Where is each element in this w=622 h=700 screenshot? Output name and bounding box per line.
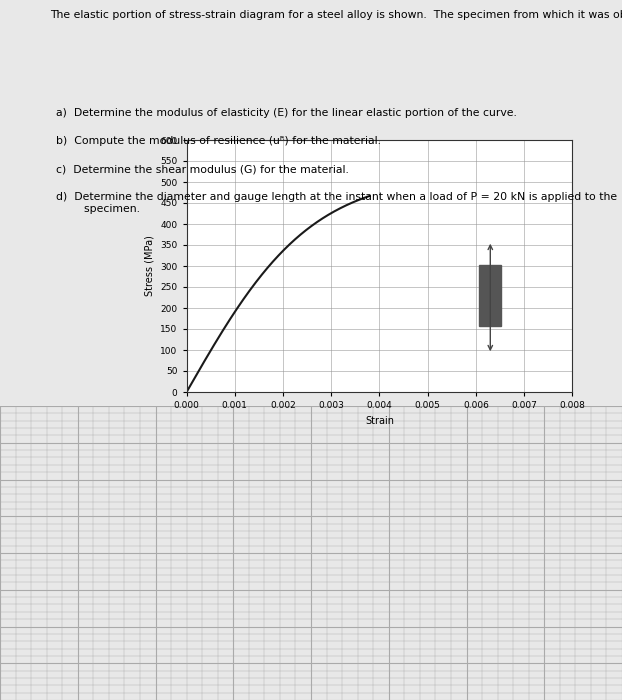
Text: d)  Determine the diameter and gauge length at the instant when a load of P = 20: d) Determine the diameter and gauge leng… bbox=[56, 193, 617, 214]
Text: b)  Compute the modulus of resilience (uᴿ) for the material.: b) Compute the modulus of resilience (uᴿ… bbox=[56, 136, 381, 146]
Y-axis label: Stress (MPa): Stress (MPa) bbox=[145, 236, 155, 296]
Text: The elastic portion of stress-strain diagram for a steel alloy is shown.  The sp: The elastic portion of stress-strain dia… bbox=[50, 10, 622, 20]
X-axis label: Strain: Strain bbox=[365, 416, 394, 426]
Text: a)  Determine the modulus of elasticity (E) for the linear elastic portion of th: a) Determine the modulus of elasticity (… bbox=[56, 108, 517, 118]
Text: c)  Determine the shear modulus (G) for the material.: c) Determine the shear modulus (G) for t… bbox=[56, 164, 349, 174]
Bar bbox=[480, 265, 501, 326]
